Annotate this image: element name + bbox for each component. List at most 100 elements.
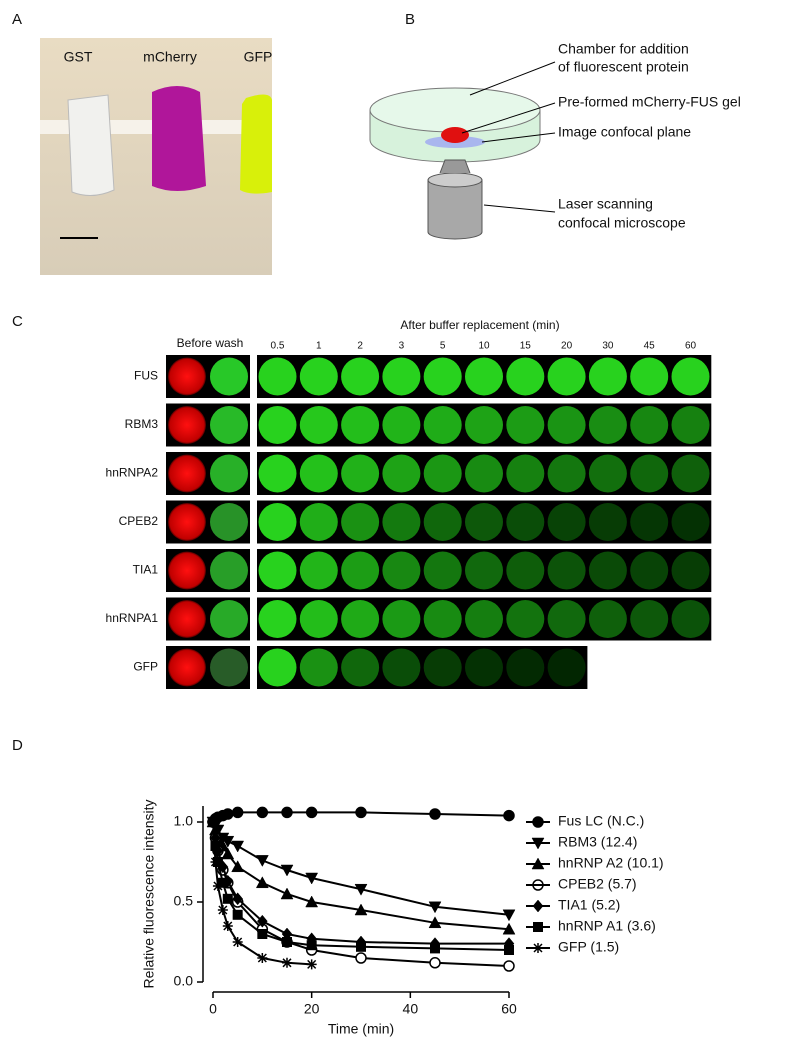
gel-frame xyxy=(258,357,297,396)
gel-frame xyxy=(547,454,586,493)
gel-frame xyxy=(506,503,545,541)
legend-label: RBM3 (12.4) xyxy=(558,834,637,850)
legend-label: hnRNP A2 (10.1) xyxy=(558,855,664,871)
gel-frame xyxy=(588,551,627,590)
legend-label: Fus LC (N.C.) xyxy=(558,813,644,829)
gel-frame xyxy=(299,406,338,444)
gel-frame xyxy=(258,551,297,590)
marker xyxy=(217,877,228,888)
gel-frame xyxy=(465,551,503,590)
row-label: hnRNPA1 xyxy=(106,611,159,625)
marker xyxy=(221,835,235,848)
gel-frame xyxy=(630,357,669,396)
marker xyxy=(210,857,221,867)
time-label: 45 xyxy=(644,341,656,352)
gel-frame xyxy=(671,406,710,444)
objective-top xyxy=(427,172,483,188)
y-tick-label: 0.5 xyxy=(174,893,194,909)
gel-frame xyxy=(258,406,297,444)
marker xyxy=(255,876,269,889)
gel-frame xyxy=(382,357,421,396)
gel-frame xyxy=(506,648,545,687)
row-label: FUS xyxy=(134,369,158,383)
gel-frame xyxy=(382,600,421,638)
gel-frame xyxy=(299,648,338,687)
panel-letter: B xyxy=(405,11,415,28)
marker xyxy=(231,860,245,873)
row-label: CPEB2 xyxy=(119,514,159,528)
marker xyxy=(280,887,294,900)
gel-frame xyxy=(506,357,545,396)
marker xyxy=(502,909,516,922)
legend-label: CPEB2 (5.7) xyxy=(558,876,637,892)
diagram-label: Laser scanning xyxy=(558,196,653,212)
time-label: 3 xyxy=(399,341,405,352)
red-gel xyxy=(168,551,206,590)
gel-frame xyxy=(382,503,421,541)
gel-frame xyxy=(423,406,462,444)
marker xyxy=(257,929,268,939)
time-label: 0.5 xyxy=(271,341,285,352)
column-header: After buffer replacement (min) xyxy=(400,318,559,332)
time-label: 30 xyxy=(602,341,614,352)
gel-frame xyxy=(465,600,503,638)
time-label: 15 xyxy=(520,341,532,352)
red-gel xyxy=(168,503,206,541)
y-tick-label: 0.0 xyxy=(174,973,194,989)
panel-letter: A xyxy=(12,11,22,28)
legend-label: hnRNP A1 (3.6) xyxy=(558,918,656,934)
gel-frame xyxy=(588,454,627,493)
chart: 0.0 0.5 1.0 0 20 40 60 Time (min) Relative fluor… xyxy=(141,799,664,1036)
gel-frame xyxy=(671,454,710,493)
gel-frame xyxy=(588,357,627,396)
diagram-label: Pre-formed mCherry-FUS gel xyxy=(558,94,741,110)
time-label: 10 xyxy=(478,341,490,352)
gel-frame xyxy=(341,454,380,493)
green-gel xyxy=(210,406,248,444)
gel-frame xyxy=(341,357,380,396)
marker xyxy=(256,806,269,819)
column-header: Before wash xyxy=(177,336,244,350)
marker xyxy=(429,808,441,820)
gel-frame xyxy=(299,551,338,590)
gel-frame xyxy=(588,406,627,444)
green-gel xyxy=(210,648,248,687)
gel-frame xyxy=(671,600,710,638)
gel-frame xyxy=(630,454,669,493)
marker xyxy=(430,943,440,954)
gel-gfp xyxy=(240,94,272,194)
diagram-label: confocal microscope xyxy=(558,215,686,231)
gel-frame xyxy=(630,600,669,638)
marker xyxy=(429,957,441,969)
marker xyxy=(281,806,293,819)
marker xyxy=(255,855,269,867)
marker xyxy=(257,953,268,963)
marker xyxy=(208,817,218,827)
marker xyxy=(282,957,292,968)
marker xyxy=(504,945,514,955)
marker xyxy=(355,806,367,819)
legend-label: TIA1 (5.2) xyxy=(558,897,620,913)
red-gel xyxy=(168,454,206,493)
marker xyxy=(355,952,367,964)
marker xyxy=(356,941,366,952)
gel-frame xyxy=(299,357,338,396)
time-label: 1 xyxy=(316,341,322,352)
marker xyxy=(222,921,233,931)
gel-frame xyxy=(630,406,669,444)
marker xyxy=(354,903,368,916)
gel-frame xyxy=(465,648,503,687)
marker xyxy=(217,905,228,915)
gel-frame xyxy=(630,551,669,590)
legend-label: GFP (1.5) xyxy=(558,939,619,955)
gel-frame xyxy=(341,406,380,444)
gel-frame xyxy=(382,551,421,590)
gel-frame xyxy=(588,600,627,638)
gel-frame xyxy=(423,454,462,493)
image-grid: 0.5 1 2 3 5 10 15 20 30 45 60 FUS RBM3 hnRNPA2 CPEB2 TI… xyxy=(106,341,712,689)
gel-frame xyxy=(382,648,421,687)
diagram-label: Image confocal plane xyxy=(558,124,691,140)
gel-frame xyxy=(465,503,503,541)
